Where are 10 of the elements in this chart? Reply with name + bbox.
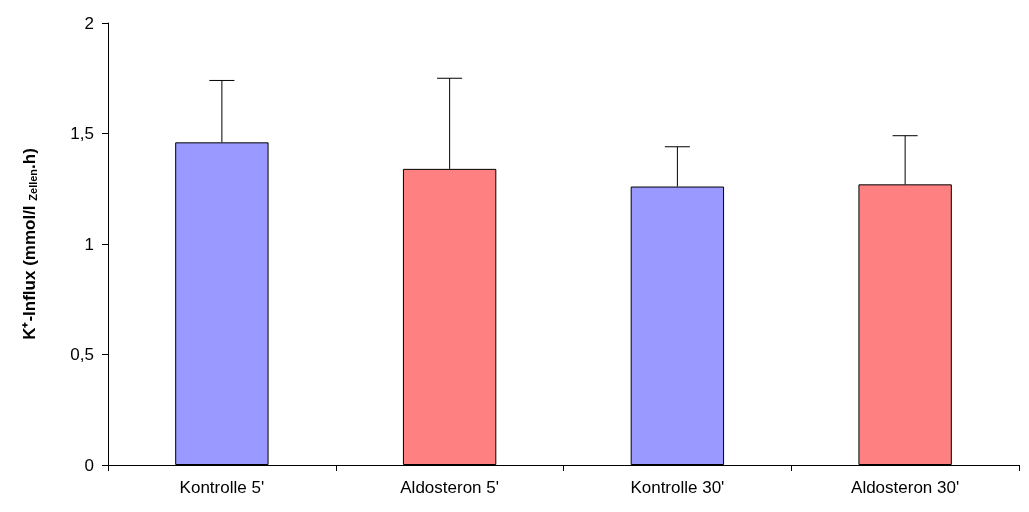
y-tick-label: 1,5: [70, 124, 94, 143]
x-tick-label: Kontrolle 30': [630, 478, 725, 497]
x-tick-label: Aldosteron 30': [851, 478, 960, 497]
y-tick-label: 1: [84, 234, 94, 254]
y-axis-title: K⁺-Influx (mmol/l Zellen.h): [20, 148, 39, 340]
y-tick-label: 0,5: [70, 345, 94, 364]
x-tick-label: Aldosteron 5': [400, 478, 499, 497]
x-tick-label: Kontrolle 5': [179, 478, 265, 497]
y-tick-label: 2: [84, 13, 94, 33]
y-tick-label: 0: [84, 455, 94, 475]
